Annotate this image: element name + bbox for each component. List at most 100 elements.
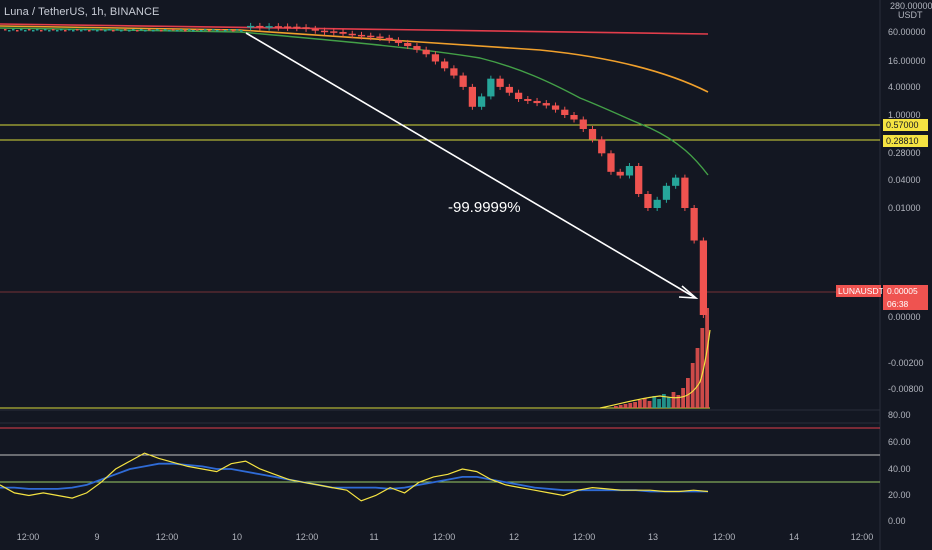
level-tag-lower-text: 0.28810 (886, 136, 919, 146)
candle (459, 75, 467, 87)
drawdown-label: -99.9999% (448, 199, 521, 216)
volume-bar (686, 378, 690, 408)
candle (551, 105, 560, 110)
candle (635, 166, 643, 195)
price-label: -0.00800 (888, 384, 924, 394)
candle (152, 30, 155, 32)
candle (320, 30, 329, 33)
volume-bar (638, 400, 642, 408)
candle (108, 29, 111, 31)
candle (144, 30, 147, 32)
candle (112, 30, 115, 32)
candle (52, 29, 55, 31)
candle (468, 86, 476, 107)
candle (431, 54, 440, 62)
volume-bar (671, 392, 676, 408)
candle (339, 32, 347, 34)
candle (357, 34, 366, 37)
symbol-tag[interactable] (836, 285, 881, 297)
candle (60, 29, 63, 31)
candle (232, 30, 235, 32)
price-label: 16.00000 (888, 56, 926, 66)
volume-bar (628, 403, 633, 408)
candle (570, 115, 578, 120)
volume-ma-line (599, 329, 711, 409)
candle (607, 153, 615, 172)
candle (96, 30, 99, 32)
volume-histogram (599, 308, 711, 409)
time-axis[interactable]: 12:00 9 12:00 10 12:00 11 12:00 12 12:00… (17, 532, 874, 542)
time-label: 12:00 (296, 532, 319, 542)
candle (216, 30, 219, 32)
candle (32, 30, 35, 32)
candle (56, 30, 59, 32)
candle (598, 139, 606, 154)
candle (274, 26, 282, 28)
candle (124, 29, 127, 31)
level-tag-upper[interactable] (883, 119, 928, 131)
candle (156, 29, 159, 31)
candle (662, 185, 671, 200)
volume-bar (652, 396, 657, 408)
candle (224, 30, 227, 32)
candle (413, 46, 421, 50)
price-label: 0.28000 (888, 148, 921, 158)
volume-bar (676, 395, 681, 408)
candle (542, 103, 550, 106)
rsi-label: 80.00 (888, 410, 911, 420)
candle (120, 30, 123, 32)
candle (44, 29, 47, 31)
candle (505, 86, 513, 93)
candle (385, 37, 393, 41)
candle (348, 33, 356, 36)
volume-bar (618, 405, 623, 408)
volume-bar (695, 348, 700, 408)
candle (496, 78, 504, 87)
candle (514, 92, 523, 100)
candle (80, 30, 83, 32)
price-axis[interactable]: 280.00000 USDT 60.00000 16.00000 4.00000… (888, 1, 932, 394)
last-price-tag[interactable] (883, 285, 928, 310)
candle (681, 177, 689, 208)
candle (72, 30, 75, 32)
candle (236, 29, 239, 31)
candle (48, 30, 51, 32)
candles (4, 22, 707, 318)
level-tag-lower[interactable] (883, 135, 928, 147)
candle (24, 30, 27, 32)
price-label: 4.00000 (888, 82, 921, 92)
time-label: 10 (232, 532, 242, 542)
candle (172, 29, 175, 31)
time-label: 13 (648, 532, 658, 542)
rsi-label: 40.00 (888, 464, 911, 474)
candle (40, 30, 43, 32)
candle (192, 30, 195, 32)
currency-label: USDT (898, 10, 923, 20)
candle (579, 119, 587, 129)
rsi-signal-line (0, 462, 708, 493)
price-label: 280.00000 (890, 1, 932, 11)
symbol-title[interactable]: Luna / TetherUS, 1h, BINANCE (4, 6, 160, 18)
candle (330, 31, 338, 33)
candle (625, 166, 634, 176)
candle (176, 30, 179, 32)
candle (422, 49, 430, 55)
time-label: 12:00 (433, 532, 456, 542)
candle (394, 40, 403, 43)
candle (265, 26, 273, 28)
volume-bar (647, 401, 652, 408)
volume-bar (690, 363, 695, 408)
candle (533, 100, 541, 104)
candle (68, 29, 71, 31)
candle (293, 26, 301, 29)
candle (20, 29, 23, 31)
candle (28, 29, 31, 31)
rsi-label: 0.00 (888, 516, 906, 526)
drawdown-arrow[interactable] (245, 32, 699, 299)
candle (450, 68, 458, 76)
candle (196, 29, 199, 31)
candle (367, 35, 375, 38)
time-label: 12:00 (156, 532, 179, 542)
candle (92, 29, 95, 31)
